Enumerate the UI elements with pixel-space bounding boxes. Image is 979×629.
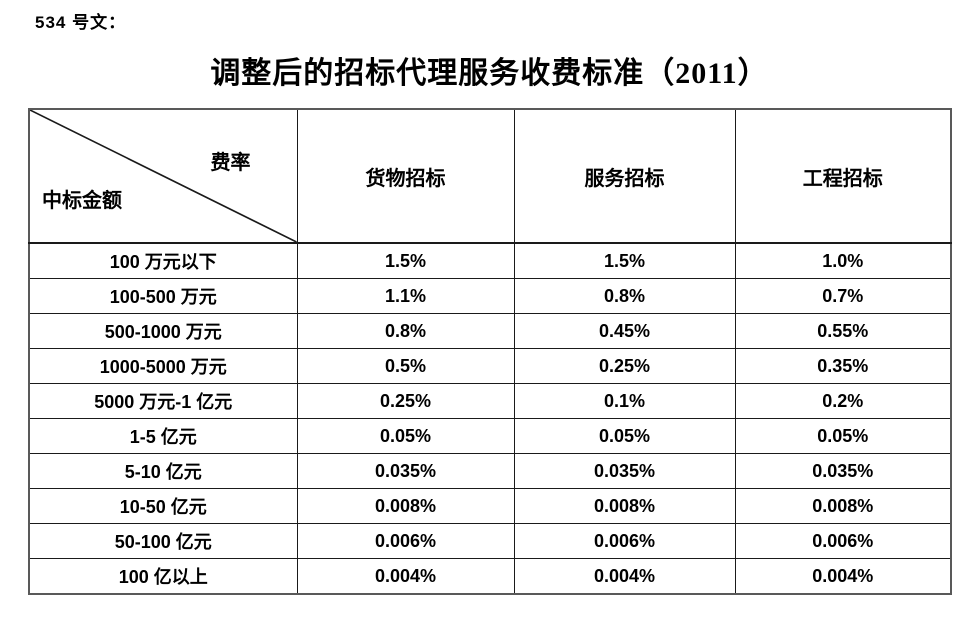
table-row: 100 万元以下 1.5% 1.5% 1.0% — [28, 242, 952, 279]
rate-cell: 0.006% — [734, 523, 952, 559]
amount-cell: 500-1000 万元 — [28, 313, 298, 349]
rate-cell: 0.2% — [734, 383, 952, 419]
amount-cell: 100-500 万元 — [28, 278, 298, 314]
rate-cell: 0.004% — [513, 558, 736, 595]
table-row: 1000-5000 万元 0.5% 0.25% 0.35% — [28, 348, 952, 384]
rate-cell: 0.8% — [513, 278, 736, 314]
amount-cell: 100 万元以下 — [28, 242, 298, 279]
rate-cell: 0.25% — [296, 383, 515, 419]
page-title: 调整后的招标代理服务收费标准（2011） — [210, 57, 769, 90]
amount-cell: 100 亿以上 — [28, 558, 298, 595]
amount-cell: 50-100 亿元 — [28, 523, 298, 559]
rate-cell: 0.008% — [296, 488, 515, 524]
column-header-goods: 货物招标 — [296, 108, 515, 244]
rate-cell: 0.035% — [734, 453, 952, 489]
fee-table: 费率 中标金额 货物招标 服务招标 工程招标 100 万元以下 1.5% 1.5… — [28, 108, 952, 595]
table-header-row: 费率 中标金额 货物招标 服务招标 工程招标 — [28, 108, 952, 244]
rate-cell: 1.5% — [296, 242, 515, 279]
rate-cell: 0.1% — [513, 383, 736, 419]
rate-cell: 0.7% — [734, 278, 952, 314]
table-row: 5000 万元-1 亿元 0.25% 0.1% 0.2% — [28, 383, 952, 419]
table-row: 50-100 亿元 0.006% 0.006% 0.006% — [28, 523, 952, 559]
table-row: 10-50 亿元 0.008% 0.008% 0.008% — [28, 488, 952, 524]
rate-cell: 1.1% — [296, 278, 515, 314]
rate-cell: 0.004% — [734, 558, 952, 595]
corner-label-rate: 费率 — [210, 152, 251, 174]
column-header-engineering: 工程招标 — [734, 108, 952, 244]
amount-cell: 5-10 亿元 — [28, 453, 298, 489]
rate-cell: 0.05% — [734, 418, 952, 454]
table-row: 100 亿以上 0.004% 0.004% 0.004% — [28, 558, 952, 595]
corner-label-amount: 中标金额 — [42, 190, 122, 212]
rate-cell: 0.008% — [513, 488, 736, 524]
rate-cell: 0.05% — [296, 418, 515, 454]
rate-cell: 0.035% — [513, 453, 736, 489]
rate-cell: 1.5% — [513, 242, 736, 279]
table-row: 5-10 亿元 0.035% 0.035% 0.035% — [28, 453, 952, 489]
rate-cell: 0.25% — [513, 348, 736, 384]
rate-cell: 0.5% — [296, 348, 515, 384]
column-header-services: 服务招标 — [513, 108, 736, 244]
rate-cell: 1.0% — [734, 242, 952, 279]
doc-number-label: 534 号文： — [35, 13, 127, 32]
rate-cell: 0.006% — [513, 523, 736, 559]
rate-cell: 0.006% — [296, 523, 515, 559]
diagonal-line — [30, 110, 297, 242]
amount-cell: 10-50 亿元 — [28, 488, 298, 524]
amount-cell: 5000 万元-1 亿元 — [28, 383, 298, 419]
rate-cell: 0.55% — [734, 313, 952, 349]
amount-cell: 1-5 亿元 — [28, 418, 298, 454]
table-row: 1-5 亿元 0.05% 0.05% 0.05% — [28, 418, 952, 454]
rate-cell: 0.004% — [296, 558, 515, 595]
rate-cell: 0.35% — [734, 348, 952, 384]
rate-cell: 0.008% — [734, 488, 952, 524]
rate-cell: 0.45% — [513, 313, 736, 349]
amount-cell: 1000-5000 万元 — [28, 348, 298, 384]
rate-cell: 0.05% — [513, 418, 736, 454]
table-row: 100-500 万元 1.1% 0.8% 0.7% — [28, 278, 952, 314]
diagonal-header-cell: 费率 中标金额 — [28, 108, 298, 244]
table-row: 500-1000 万元 0.8% 0.45% 0.55% — [28, 313, 952, 349]
rate-cell: 0.8% — [296, 313, 515, 349]
rate-cell: 0.035% — [296, 453, 515, 489]
